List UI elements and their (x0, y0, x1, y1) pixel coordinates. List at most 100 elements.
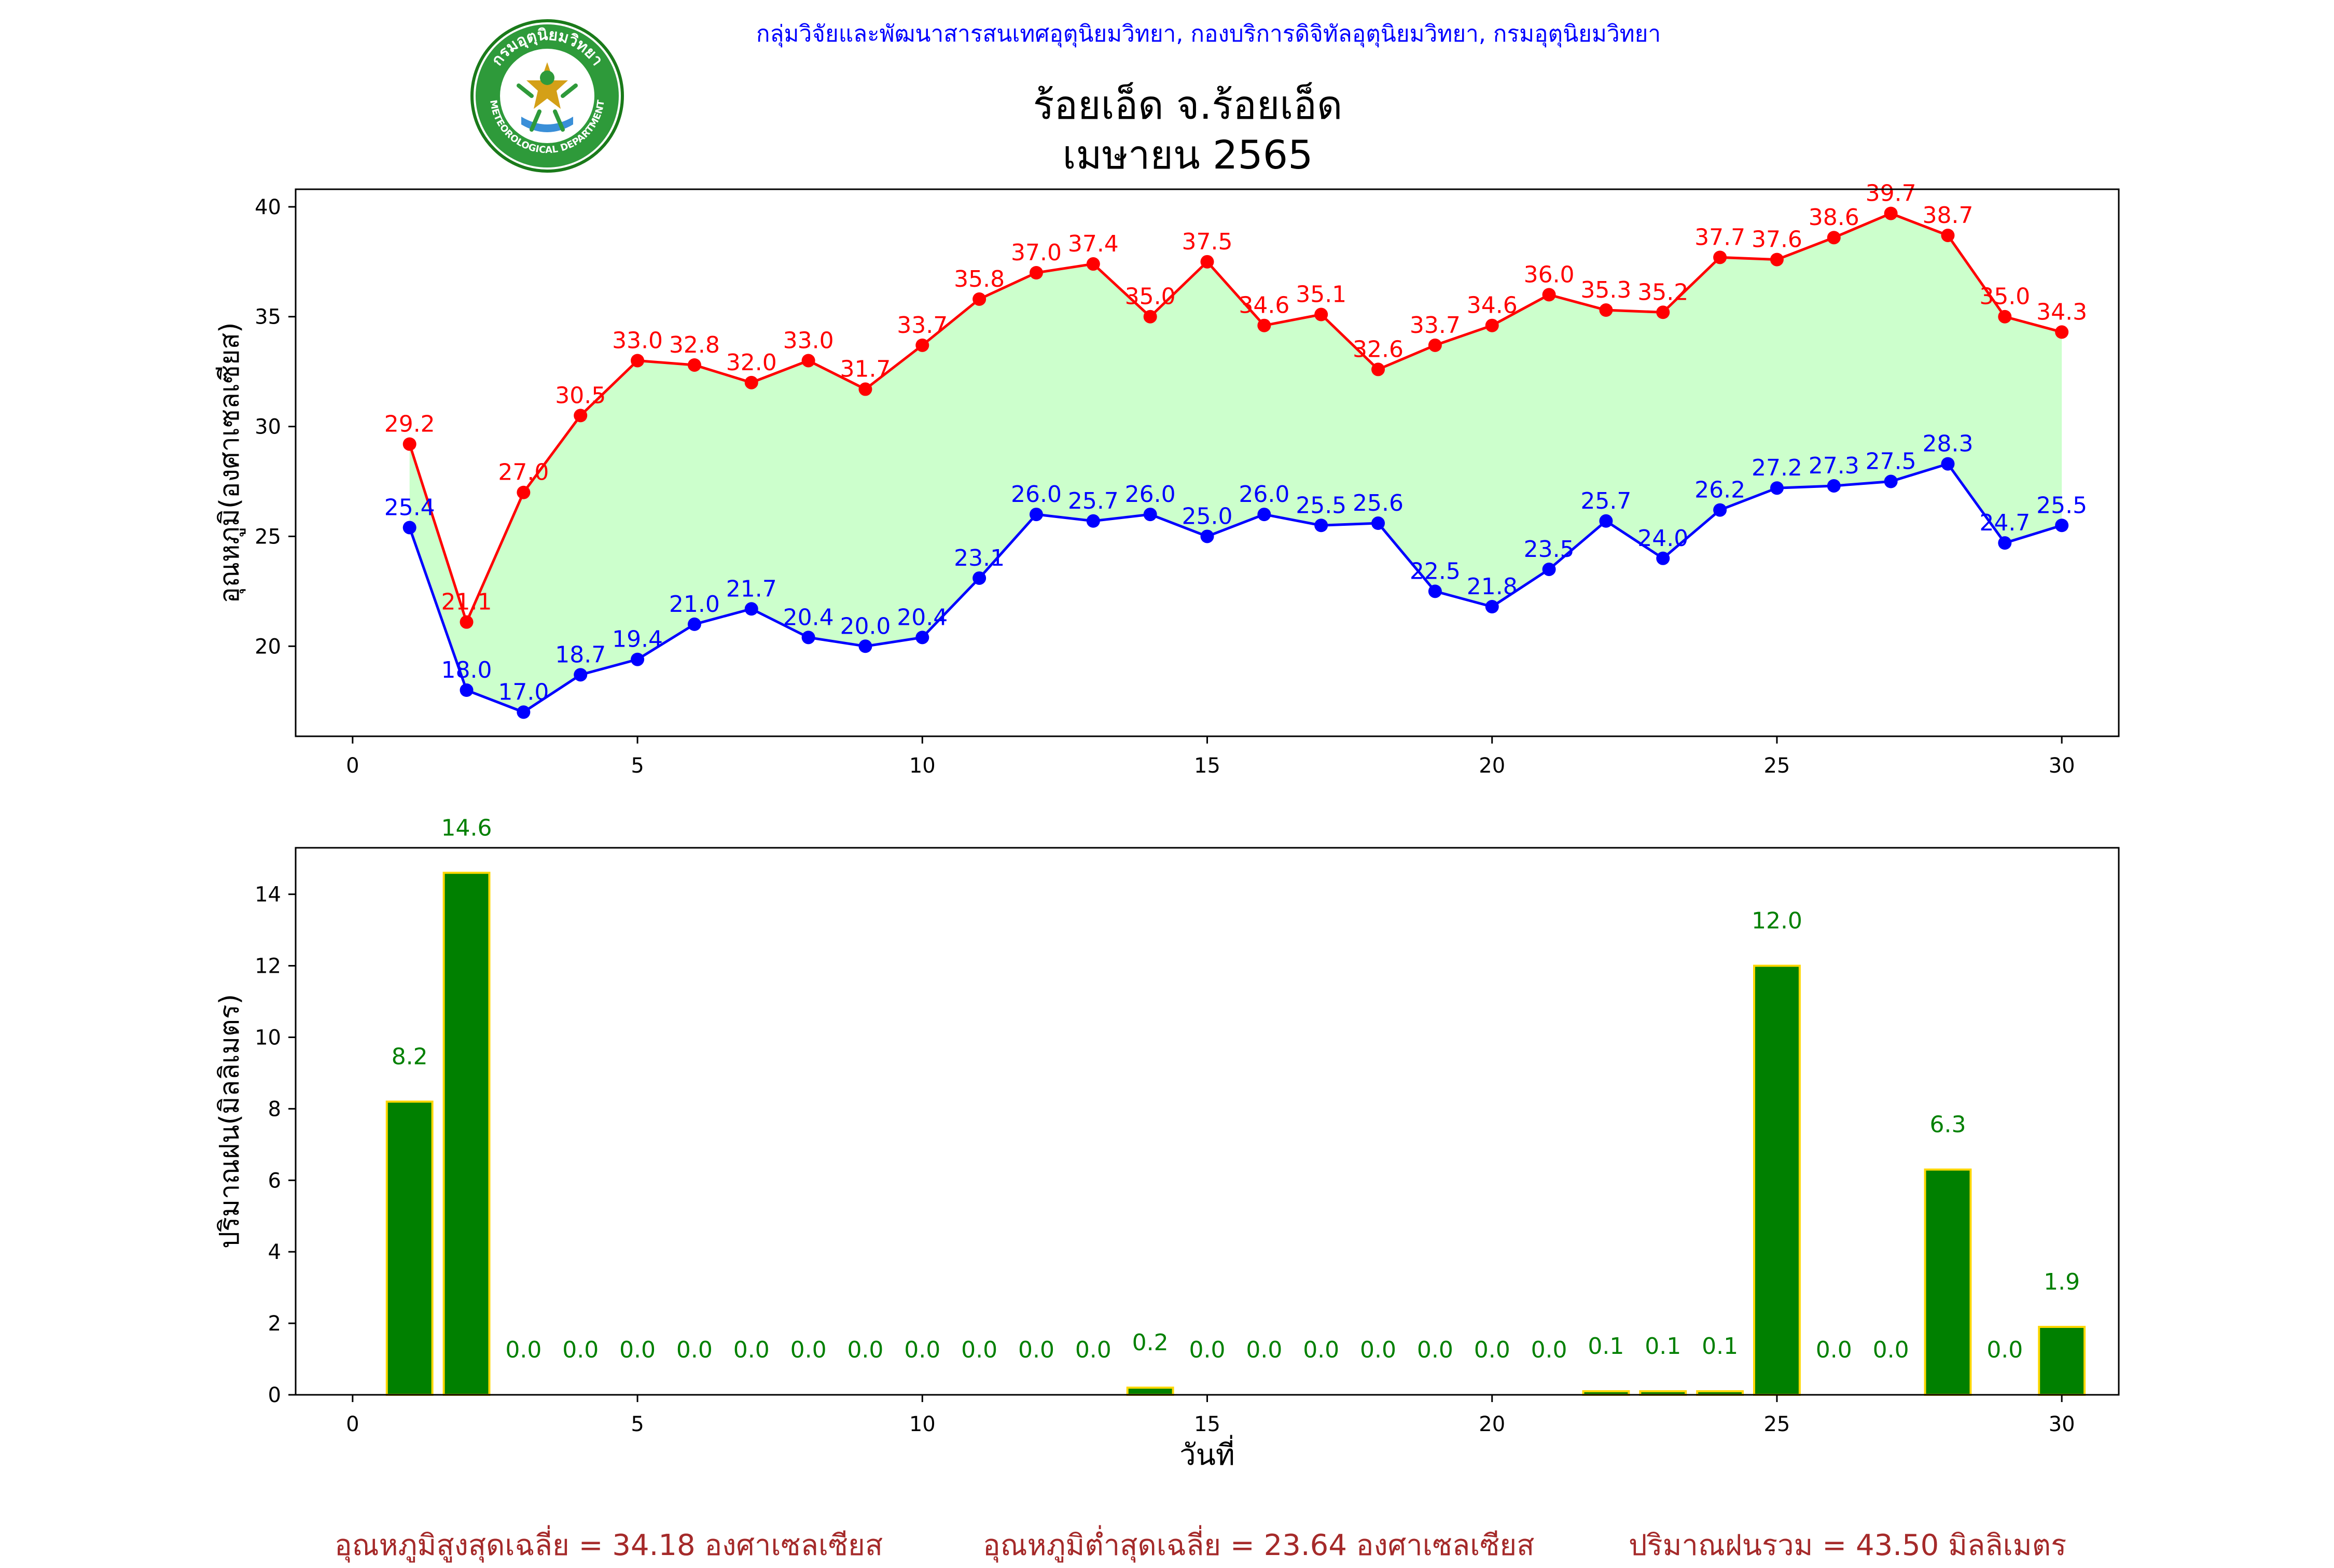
max-temp-point (2055, 325, 2069, 339)
rain-bar-label: 0.0 (1531, 1337, 1567, 1363)
max-temp-label: 37.4 (1068, 231, 1119, 257)
min-temp-label: 27.3 (1809, 453, 1859, 479)
max-temp-label: 33.0 (612, 327, 663, 354)
min-temp-label: 24.0 (1637, 525, 1688, 552)
max-temp-label: 35.1 (1296, 282, 1346, 308)
min-temp-label: 25.5 (1296, 492, 1346, 519)
rain-bar-label: 0.0 (733, 1337, 770, 1363)
rain-bar-label: 0.0 (904, 1337, 940, 1363)
max-temp-label: 32.8 (669, 332, 720, 358)
max-temp-label: 33.7 (897, 312, 948, 339)
max-temp-label: 30.5 (555, 382, 606, 409)
summary-footer: อุณหภูมิสูงสุดเฉลี่ย = 34.18 องศาเซลเซีย… (0, 1522, 2334, 1563)
min-temp-label: 18.0 (441, 657, 492, 683)
max-temp-point (1656, 305, 1670, 319)
total-rainfall: ปริมาณฝนรวม = 43.50 มิลลิเมตร (1629, 1529, 2067, 1562)
min-temp-label: 26.2 (1694, 477, 1745, 503)
max-temp-point (1029, 266, 1043, 280)
temp-xtick-label: 30 (2049, 754, 2075, 778)
rain-xtick-label: 25 (1763, 1412, 1790, 1436)
min-temp-label: 17.0 (498, 679, 549, 705)
rain-bar-label: 0.1 (1645, 1333, 1681, 1360)
rain-bar (1753, 964, 1801, 1396)
min-temp-label: 19.4 (612, 626, 663, 653)
rain-bar-label: 0.0 (1417, 1337, 1453, 1363)
rain-bar-label: 6.3 (1929, 1112, 1966, 1138)
max-temp-point (687, 358, 701, 372)
min-temp-label: 21.7 (726, 576, 777, 602)
min-temp-point (1257, 508, 1271, 522)
rain-bar-label: 0.0 (1303, 1337, 1339, 1363)
rain-bar-label: 0.0 (505, 1337, 541, 1363)
chart-title: ร้อยเอ็ด จ.ร้อยเอ็ด เมษายน 2565 (0, 80, 2334, 180)
rain-plot-frame (295, 847, 2120, 1396)
rain-ytick-label: 0 (268, 1383, 281, 1407)
max-temp-point (858, 382, 872, 396)
temp-ylabel: อุณหภูมิ(องศาเซลเซียส) (214, 323, 246, 604)
title-station: ร้อยเอ็ด จ.ร้อยเอ็ด (1033, 82, 1343, 128)
rain-xlabel: วันที่ (1179, 1435, 1235, 1472)
temp-range-fill (409, 213, 2062, 712)
max-temp-label: 35.8 (954, 266, 1005, 292)
max-temp-point (1200, 255, 1214, 269)
min-temp-point (1542, 562, 1556, 576)
max-temp-point (402, 437, 416, 451)
min-temp-point (517, 705, 531, 719)
max-temp-point (574, 409, 588, 423)
temp-ytick-label: 30 (255, 415, 281, 439)
min-temp-label: 25.5 (2036, 492, 2087, 519)
min-temp-label: 24.7 (1979, 510, 2030, 536)
temp-ytick-label: 35 (255, 305, 281, 329)
max-temp-label: 38.7 (1922, 202, 1973, 229)
rain-ytick-label: 10 (255, 1026, 281, 1049)
rain-bar-label: 0.0 (961, 1337, 997, 1363)
min-temp-label: 27.2 (1752, 455, 1802, 481)
rain-bar-label: 0.1 (1702, 1333, 1738, 1360)
min-temp-point (1143, 508, 1157, 522)
max-temp-label: 32.0 (726, 349, 777, 376)
min-temp-point (1884, 474, 1898, 488)
max-temp-label: 29.2 (384, 411, 435, 437)
rain-bar-label: 0.0 (1360, 1337, 1396, 1363)
rain-xtick-label: 0 (346, 1412, 359, 1436)
min-temp-point (2055, 519, 2069, 533)
temp-ytick-label: 40 (255, 195, 281, 219)
rain-bar-label: 0.0 (790, 1337, 827, 1363)
max-temp-label: 35.2 (1637, 279, 1688, 305)
max-temp-label: 37.7 (1694, 224, 1745, 250)
max-temp-label: 34.6 (1467, 292, 1518, 319)
rain-bar-label: 0.0 (1075, 1337, 1112, 1363)
rain-bar-label: 0.0 (847, 1337, 883, 1363)
min-temp-label: 26.0 (1239, 481, 1289, 508)
rain-bar-label: 0.0 (1018, 1337, 1054, 1363)
max-temp-label: 27.0 (498, 459, 549, 486)
min-temp-label: 25.4 (384, 494, 435, 521)
min-temp-point (1998, 536, 2012, 550)
min-temp-label: 25.6 (1353, 490, 1404, 516)
max-temp-label: 33.7 (1410, 312, 1461, 339)
temp-xtick-label: 5 (631, 754, 644, 778)
min-temp-label: 18.7 (555, 641, 606, 668)
rain-bar-label: 0.0 (562, 1337, 599, 1363)
min-temp-point (1371, 516, 1385, 530)
temp-xtick-label: 10 (909, 754, 936, 778)
min-temp-point (973, 571, 987, 585)
min-temp-label: 21.8 (1467, 573, 1518, 600)
min-temp-point (858, 639, 872, 653)
max-temp-point (1941, 228, 1955, 242)
header-credit: กลุ่มวิจัยและพัฒนาสารสนเทศอุตุนิยมวิทยา,… (0, 16, 2334, 52)
max-temp-point (631, 354, 645, 368)
min-temp-point (1827, 479, 1841, 493)
max-temp-label: 35.3 (1580, 277, 1631, 303)
min-temp-point (1941, 457, 1955, 471)
avg-max-temp: อุณหภูมิสูงสุดเฉลี่ย = 34.18 องศาเซลเซีย… (335, 1529, 883, 1562)
rain-xtick-label: 30 (2049, 1412, 2075, 1436)
rain-bar (385, 1100, 434, 1396)
temp-xtick-label: 0 (346, 754, 359, 778)
max-temp-point (1428, 338, 1442, 352)
max-temp-point (460, 615, 474, 629)
min-temp-point (1200, 529, 1214, 543)
max-temp-label: 34.3 (2036, 299, 2087, 325)
max-temp-label: 37.0 (1011, 240, 1062, 266)
min-temp-point (1086, 514, 1100, 528)
